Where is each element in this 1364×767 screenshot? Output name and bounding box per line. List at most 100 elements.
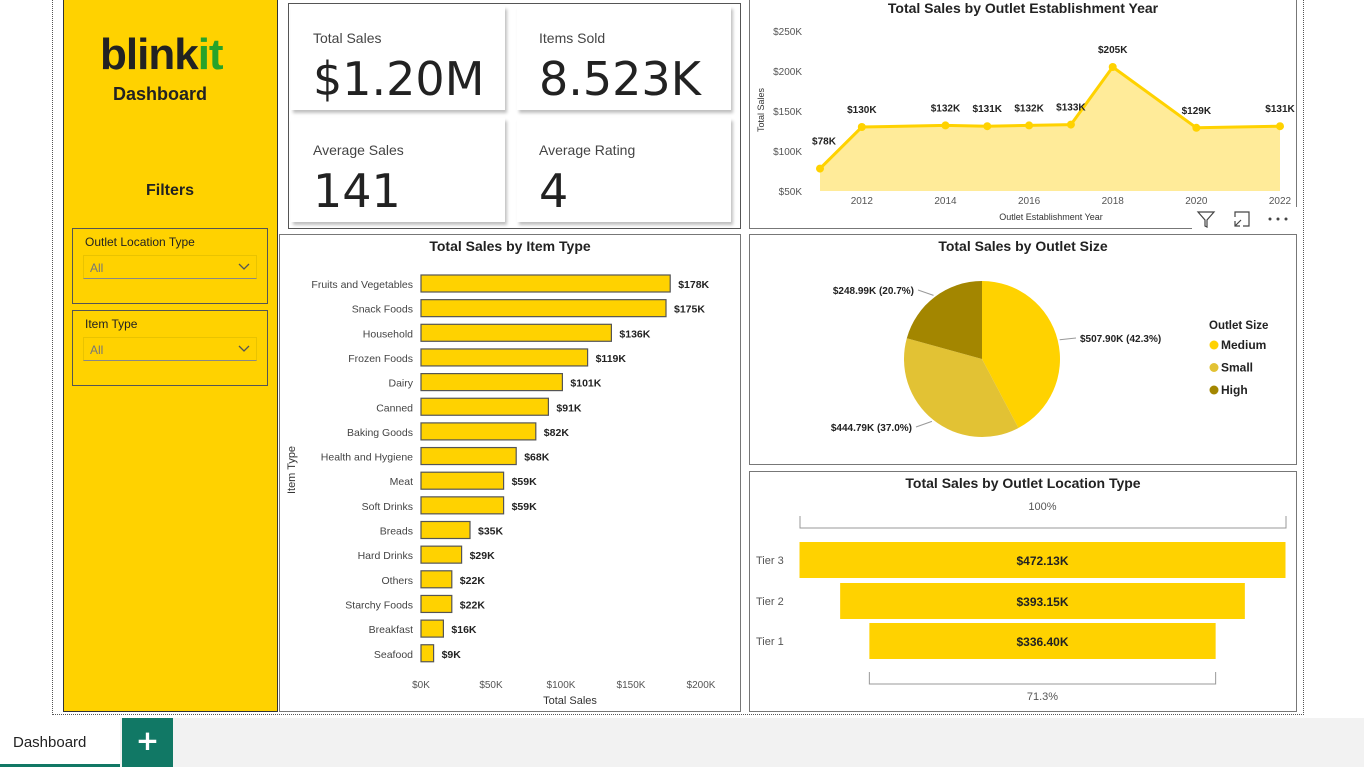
chart-sales-by-item-type[interactable]: Total Sales by Item Type Fruits and Vege… xyxy=(279,234,741,712)
legend-marker xyxy=(1209,363,1219,372)
y-axis-title: Total Sales xyxy=(756,87,766,132)
outlet-location-type-dropdown[interactable]: All xyxy=(83,255,257,279)
category-label: Breads xyxy=(380,526,413,538)
chart-title: Total Sales by Item Type xyxy=(429,238,591,254)
kpi-card-average-sales[interactable]: Average Sales 141 xyxy=(291,118,505,222)
x-tick-label: 2014 xyxy=(934,196,957,207)
more-options-icon[interactable] xyxy=(1266,209,1290,229)
data-point xyxy=(941,121,950,130)
funnel-bottom-label: 71.3% xyxy=(1027,691,1058,703)
data-label: $178K xyxy=(678,279,709,291)
bar xyxy=(420,496,505,515)
focus-mode-icon[interactable] xyxy=(1232,209,1252,229)
chart-title: Total Sales by Outlet Size xyxy=(938,238,1108,254)
bar xyxy=(420,446,517,466)
category-label: Seafood xyxy=(374,649,413,661)
data-label: $393.15K xyxy=(1016,595,1068,609)
leader-line xyxy=(1059,337,1077,341)
data-label: $175K xyxy=(674,304,705,316)
y-tick-label: $50K xyxy=(779,187,803,198)
x-tick-label: 2018 xyxy=(1102,196,1125,207)
chart-sales-by-location-type[interactable]: Total Sales by Outlet Location Type 100%… xyxy=(749,471,1297,712)
kpi-value: $1.20M xyxy=(313,52,485,106)
chart-sales-by-outlet-size[interactable]: Total Sales by Outlet Size $507.90K (42.… xyxy=(749,234,1297,465)
funnel-bottom-bracket xyxy=(868,672,1217,685)
filters-heading: Filters xyxy=(146,182,195,199)
chart-title: Total Sales by Outlet Establishment Year xyxy=(887,0,1159,16)
slicer-title: Item Type xyxy=(85,317,138,331)
dashboard-subtitle: Dashboard xyxy=(113,84,208,104)
data-label: $472.13K xyxy=(1016,554,1068,568)
bar xyxy=(420,373,563,392)
category-label: Soft Drinks xyxy=(362,501,413,513)
leader-line xyxy=(915,420,933,428)
page-tab-bar: Dashboard + xyxy=(0,718,1364,767)
bar xyxy=(420,422,537,441)
dropdown-value: All xyxy=(90,343,104,357)
legend-label: Small xyxy=(1221,361,1253,375)
kpi-title: Average Rating xyxy=(539,142,636,158)
area-chart: $50K $100K $150K $200K $250K 2012 2014 2016 2018… xyxy=(756,27,1296,222)
tab-dashboard[interactable]: Dashboard xyxy=(0,718,120,767)
category-label: Baking Goods xyxy=(347,427,413,439)
x-tick-label: $0K xyxy=(412,680,430,691)
data-label: $91K xyxy=(556,402,582,414)
category-label: Others xyxy=(381,575,413,587)
data-label: $82K xyxy=(544,427,570,439)
bar-chart: Fruits and Vegetables $178K Snack Foods $17… xyxy=(286,274,716,707)
x-axis-title: Outlet Establishment Year xyxy=(999,212,1103,222)
filter-icon[interactable] xyxy=(1196,209,1216,229)
data-label: $22K xyxy=(460,575,486,587)
data-label: $130K xyxy=(847,105,877,116)
category-label: Meat xyxy=(390,476,413,488)
category-label: Tier 1 xyxy=(756,636,784,648)
kpi-card-items-sold[interactable]: Items Sold 8.523K xyxy=(517,6,731,110)
legend-marker xyxy=(1209,340,1219,350)
chevron-down-icon xyxy=(238,263,250,270)
x-tick-label: 2016 xyxy=(1018,196,1041,207)
kpi-value: 141 xyxy=(313,164,401,218)
slicer-title: Outlet Location Type xyxy=(85,235,195,249)
legend-marker xyxy=(1209,385,1219,395)
kpi-value: 4 xyxy=(539,164,569,218)
data-label: $9K xyxy=(442,649,462,661)
logo-accent-text: it xyxy=(197,30,224,79)
bar xyxy=(420,299,667,318)
sidebar: blinkit Dashboard Filters Outlet Locatio… xyxy=(63,0,278,712)
data-label: $131K xyxy=(973,104,1003,115)
data-label: $129K xyxy=(1182,106,1212,117)
blinkit-logo: blinkit xyxy=(100,30,224,80)
x-tick-label: $100K xyxy=(547,680,576,691)
kpi-container: Total Sales $1.20M Items Sold 8.523K Ave… xyxy=(288,3,741,229)
pie-slice xyxy=(982,281,1060,428)
legend-title: Outlet Size xyxy=(1209,320,1268,332)
kpi-card-average-rating[interactable]: Average Rating 4 xyxy=(517,118,731,222)
chart-sales-by-establishment-year[interactable]: Total Sales by Outlet Establishment Year… xyxy=(749,0,1297,229)
y-tick-label: $100K xyxy=(773,147,802,158)
data-label: $133K xyxy=(1056,103,1086,114)
kpi-card-total-sales[interactable]: Total Sales $1.20M xyxy=(291,6,505,110)
data-label: $444.79K (37.0%) xyxy=(831,423,912,434)
data-point xyxy=(1108,63,1117,71)
leader-line xyxy=(917,289,934,296)
x-tick-label: $150K xyxy=(617,680,646,691)
data-label: $119K xyxy=(596,353,627,365)
kpi-title: Average Sales xyxy=(313,142,404,158)
add-page-button[interactable]: + xyxy=(122,718,173,767)
data-label: $101K xyxy=(570,378,601,390)
item-type-dropdown[interactable]: All xyxy=(83,337,257,361)
x-tick-label: $200K xyxy=(687,680,716,691)
bar xyxy=(420,594,453,614)
donut-chart: $507.90K (42.3%) $444.79K (37.0%) $248.99K… xyxy=(831,281,1268,437)
category-label: Fruits and Vegetables xyxy=(311,279,413,291)
category-label: Health and Hygiene xyxy=(321,452,413,464)
x-tick-label: 2020 xyxy=(1185,196,1208,207)
bar xyxy=(420,619,444,638)
bar xyxy=(420,348,589,367)
legend-label: Medium xyxy=(1221,338,1266,352)
area-fill xyxy=(820,67,1280,191)
category-label: Breakfast xyxy=(369,624,413,636)
data-point xyxy=(857,123,866,131)
bar xyxy=(420,323,612,342)
funnel-top-label: 100% xyxy=(1028,501,1056,513)
